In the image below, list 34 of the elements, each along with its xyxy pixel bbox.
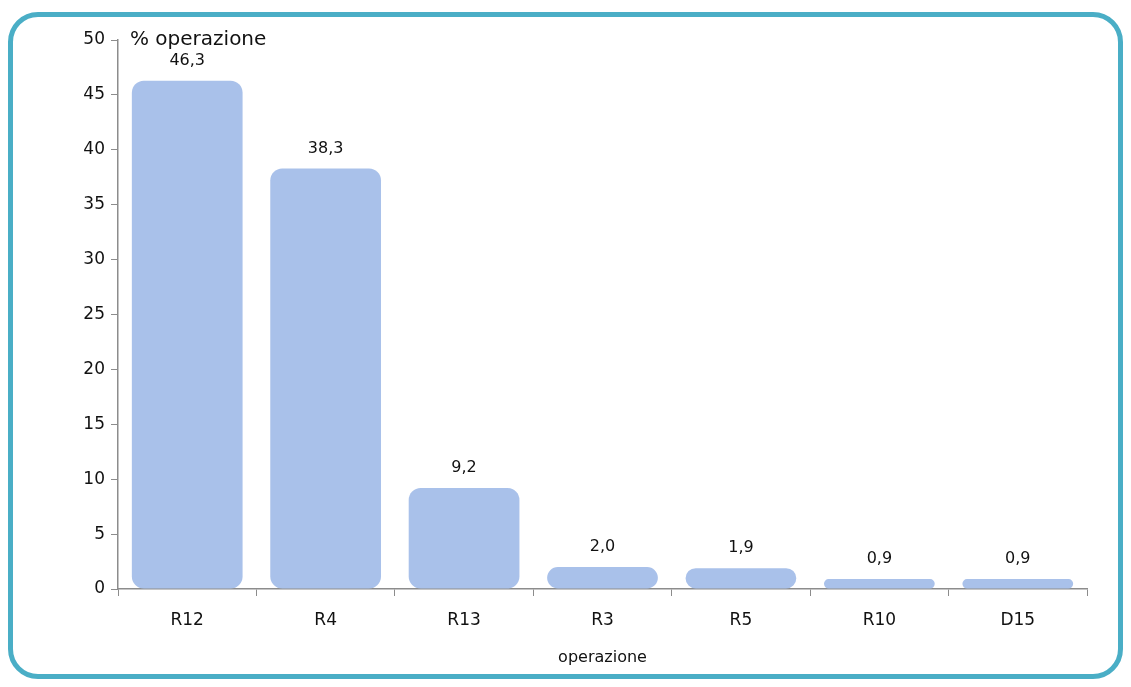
data-label: 1,9 [728, 537, 754, 557]
data-label: 9,2 [451, 457, 477, 477]
y-axis-title: % operazione [130, 26, 267, 51]
bar [270, 168, 382, 589]
x-tick-label: R3 [591, 608, 614, 629]
data-label: 0,9 [1005, 548, 1031, 568]
data-label: 38,3 [307, 137, 344, 157]
y-tick-label: 35 [83, 193, 105, 214]
y-tick-label: 5 [94, 522, 105, 543]
x-tick-label: R13 [447, 608, 481, 629]
bar [547, 567, 658, 589]
x-tick-label: R12 [170, 608, 204, 629]
x-axis-title: operazione [558, 646, 647, 666]
x-tick-label: D15 [1000, 608, 1036, 629]
data-label: 2,0 [589, 536, 616, 556]
data-label: 46,3 [169, 49, 206, 69]
x-tick-label: R4 [314, 608, 337, 629]
y-tick-label: 10 [83, 467, 105, 488]
bar [408, 487, 520, 589]
bar [685, 568, 797, 589]
bar [823, 579, 935, 589]
y-tick-label: 45 [83, 83, 105, 104]
y-tick-label: 25 [83, 302, 105, 323]
x-tick-label: R5 [729, 608, 753, 629]
y-tick-label: 0 [94, 577, 105, 598]
bar [962, 579, 1074, 589]
bar [131, 80, 243, 589]
x-tick-label: R10 [862, 608, 897, 629]
y-tick-label: 40 [83, 138, 105, 159]
y-tick-label: 15 [83, 412, 105, 433]
data-label: 0,9 [866, 548, 893, 568]
y-tick-label: 20 [83, 357, 105, 378]
y-tick-label: 30 [83, 248, 105, 269]
y-tick-label: 50 [83, 28, 105, 49]
